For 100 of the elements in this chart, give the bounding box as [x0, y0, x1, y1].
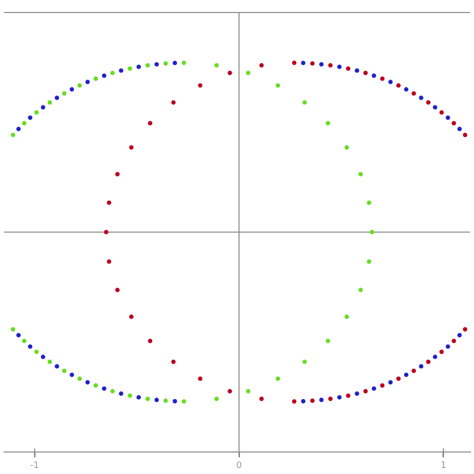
point — [344, 145, 349, 150]
point — [85, 80, 90, 84]
point — [418, 96, 424, 100]
point — [172, 60, 178, 66]
point — [412, 368, 416, 373]
point — [16, 126, 21, 132]
point — [40, 354, 46, 360]
point — [106, 200, 112, 205]
point — [70, 372, 74, 378]
point — [214, 63, 219, 68]
point — [446, 115, 450, 120]
point — [154, 398, 159, 402]
point — [182, 399, 186, 404]
point — [418, 364, 424, 369]
point — [110, 70, 115, 76]
point — [77, 376, 82, 381]
point — [28, 344, 32, 349]
point — [370, 230, 374, 234]
point — [462, 327, 468, 332]
point — [354, 68, 360, 73]
point — [104, 230, 108, 234]
point — [292, 60, 296, 65]
point — [34, 350, 39, 354]
point — [452, 121, 456, 126]
point — [337, 395, 342, 400]
point — [48, 360, 52, 364]
point — [366, 259, 372, 264]
point — [145, 63, 150, 68]
point — [259, 396, 264, 402]
point — [182, 60, 186, 65]
point — [22, 121, 26, 126]
x-tick-label: -1 — [30, 460, 40, 471]
point — [337, 64, 342, 70]
point — [439, 350, 444, 354]
point — [54, 96, 60, 100]
point — [145, 396, 150, 402]
point — [310, 398, 315, 403]
point — [115, 172, 120, 176]
point — [301, 60, 306, 66]
point — [457, 126, 462, 132]
point — [328, 63, 333, 68]
point — [171, 100, 176, 105]
point — [136, 64, 141, 70]
point — [319, 62, 324, 67]
point — [228, 70, 232, 76]
point — [228, 389, 232, 394]
point — [106, 259, 112, 264]
point — [40, 105, 46, 110]
point — [172, 399, 178, 404]
point — [129, 145, 134, 150]
point — [344, 314, 349, 319]
point — [380, 76, 385, 81]
point — [118, 68, 124, 73]
x-tick-label: 1 — [440, 460, 446, 471]
point — [372, 73, 376, 78]
point — [70, 87, 74, 92]
x-tick-label: 0 — [236, 460, 242, 471]
point — [94, 76, 98, 81]
point — [154, 62, 159, 67]
point — [128, 393, 132, 398]
point — [404, 87, 408, 92]
point — [457, 333, 462, 338]
point — [94, 383, 98, 388]
point — [246, 389, 250, 394]
point — [48, 100, 52, 105]
point — [432, 354, 438, 360]
point — [452, 338, 456, 344]
point — [54, 364, 60, 369]
point — [198, 83, 202, 88]
point — [388, 80, 393, 84]
point — [148, 338, 152, 344]
point — [136, 395, 141, 400]
point — [171, 360, 176, 364]
point — [276, 83, 280, 88]
point — [363, 389, 368, 394]
point — [346, 66, 350, 71]
point — [16, 333, 21, 338]
point — [77, 83, 82, 88]
point — [118, 391, 124, 396]
point — [388, 380, 393, 384]
point — [10, 327, 16, 332]
point — [446, 344, 450, 349]
point — [310, 61, 315, 66]
point — [128, 66, 132, 71]
point — [259, 63, 264, 68]
point — [346, 393, 350, 398]
point — [102, 73, 106, 78]
point — [62, 91, 66, 96]
point — [163, 61, 168, 66]
point — [115, 288, 120, 292]
point — [163, 398, 168, 403]
point — [301, 399, 306, 404]
point — [214, 396, 219, 402]
point — [396, 376, 401, 381]
point — [276, 376, 280, 381]
point — [129, 314, 134, 319]
point — [326, 338, 330, 344]
point — [326, 121, 330, 126]
point — [319, 398, 324, 402]
point — [380, 383, 385, 388]
